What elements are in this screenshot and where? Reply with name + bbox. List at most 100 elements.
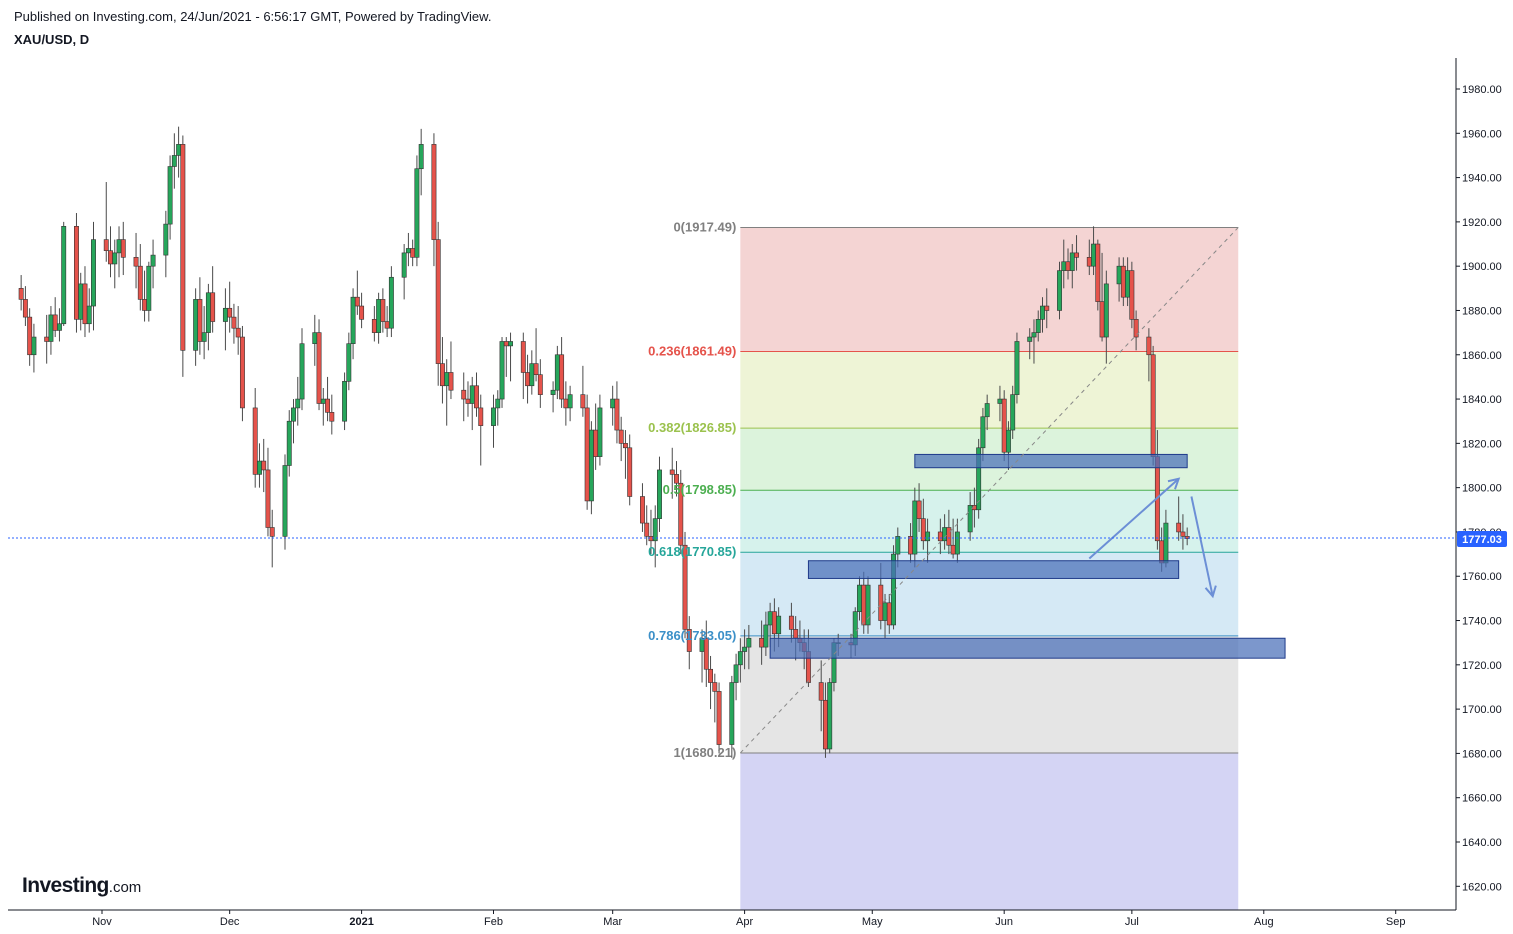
candle-bull xyxy=(222,307,228,322)
candle-bear xyxy=(410,248,416,258)
last-price-label: 1777.03 xyxy=(1462,534,1502,546)
candle-bull xyxy=(414,168,420,258)
candle-bull xyxy=(865,584,871,626)
candle-bull xyxy=(48,314,54,342)
candle-bull xyxy=(767,611,773,626)
candle-bear xyxy=(1133,319,1139,338)
candle-bull xyxy=(388,276,394,329)
candle-bear xyxy=(525,372,531,387)
investing-logo: Investing.com xyxy=(22,874,141,898)
candle-bear xyxy=(771,611,777,635)
candle-bear xyxy=(431,144,437,240)
candle-bull xyxy=(567,394,573,409)
candle-bear xyxy=(861,584,867,626)
trend-arrow xyxy=(1190,496,1214,597)
candle-bull xyxy=(1163,522,1169,564)
candle-bear xyxy=(478,407,484,426)
x-tick-label: Apr xyxy=(736,916,753,928)
candle-bear xyxy=(325,398,330,413)
candle-bear xyxy=(371,319,377,333)
candle-bull xyxy=(31,336,37,356)
candle-bull xyxy=(499,341,505,400)
candle-bull xyxy=(1125,270,1131,298)
candle-bull xyxy=(895,536,901,555)
candle-bull xyxy=(376,299,382,333)
candle-bull xyxy=(257,460,262,475)
candle-bear xyxy=(265,469,271,528)
candle-bear xyxy=(384,321,390,329)
candle-bear xyxy=(950,544,956,555)
candle-bull xyxy=(78,283,84,320)
candle-bear xyxy=(520,341,526,373)
candle-bull xyxy=(201,332,207,342)
candle-bull xyxy=(1040,305,1045,320)
trend-arrow xyxy=(1088,478,1180,560)
candle-bull xyxy=(346,343,352,382)
candle-bull xyxy=(350,296,356,344)
candle-bull xyxy=(167,166,173,225)
candle-bear xyxy=(920,518,926,542)
x-tick-label: Mar xyxy=(603,916,622,928)
candle-bear xyxy=(52,314,58,331)
y-tick-label: 1820.00 xyxy=(1462,438,1502,450)
candle-bear xyxy=(474,385,479,409)
y-tick-label: 1840.00 xyxy=(1462,394,1502,406)
candle-bear xyxy=(886,602,892,626)
candle-bull xyxy=(1005,429,1011,453)
candle-bear xyxy=(1176,522,1182,533)
fib-level-label: 0.5(1798.85) xyxy=(663,482,737,497)
candle-bear xyxy=(1120,265,1126,298)
candle-bull xyxy=(925,531,931,542)
candle-bear xyxy=(231,316,237,329)
candle-bull xyxy=(597,407,603,457)
candle-bull xyxy=(491,407,496,426)
candle-bull xyxy=(1057,270,1062,311)
candle-bull xyxy=(291,407,296,422)
candle-bear xyxy=(1180,531,1186,537)
candle-bear xyxy=(1150,354,1156,457)
x-tick-label: 2021 xyxy=(349,916,373,928)
price-scale-background[interactable] xyxy=(1456,58,1513,910)
candle-bear xyxy=(669,469,675,475)
candle-bull xyxy=(176,144,182,156)
candle-bull xyxy=(401,252,407,278)
candle-bull xyxy=(171,155,177,167)
x-tick-label: Sep xyxy=(1386,916,1406,928)
candle-bull xyxy=(984,403,990,418)
fib-level-label: 0.618(1770.85) xyxy=(648,544,736,559)
y-tick-label: 1980.00 xyxy=(1462,84,1502,96)
x-tick-label: Aug xyxy=(1254,916,1274,928)
candle-bear xyxy=(252,407,258,475)
candle-bear xyxy=(142,299,148,311)
candle-bull xyxy=(529,363,535,387)
candle-bear xyxy=(82,283,88,325)
candle-bull xyxy=(112,252,118,265)
candle-bull xyxy=(1031,332,1037,338)
candle-bear xyxy=(716,691,722,745)
candle-bear xyxy=(1099,301,1105,338)
candle-bear xyxy=(627,447,633,497)
candle-bull xyxy=(729,682,735,745)
candle-bear xyxy=(593,429,599,457)
candle-bear xyxy=(712,682,718,692)
candle-bull xyxy=(342,381,348,422)
candle-bull xyxy=(652,518,658,542)
fib-level-label: 0.236(1861.49) xyxy=(648,343,736,358)
x-tick-label: Nov xyxy=(92,916,112,928)
candle-bull xyxy=(320,398,326,404)
candle-bear xyxy=(793,629,799,639)
candle-bull xyxy=(282,465,288,537)
candle-bear xyxy=(537,374,543,395)
candle-bull xyxy=(1091,243,1097,267)
candle-bear xyxy=(916,500,922,519)
candle-bull xyxy=(737,651,743,666)
candle-bear xyxy=(682,544,688,630)
candle-bear xyxy=(439,363,445,387)
candle-bull xyxy=(286,420,292,466)
candle-bull xyxy=(588,429,594,502)
candle-bear xyxy=(210,292,216,322)
candle-bear xyxy=(648,536,654,542)
y-tick-label: 1740.00 xyxy=(1462,616,1502,628)
candle-bear xyxy=(1184,536,1190,539)
